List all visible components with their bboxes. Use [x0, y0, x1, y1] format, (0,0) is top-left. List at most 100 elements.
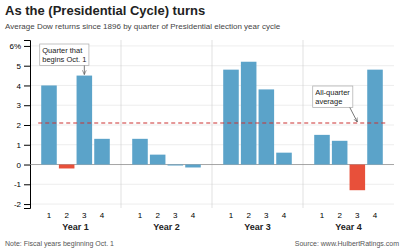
tick: 6%	[9, 42, 30, 51]
tick-label: 0	[17, 161, 22, 170]
x-axis: 1 2 3 4	[229, 208, 287, 220]
tick: 2	[337, 208, 342, 220]
tick-label: 4	[373, 211, 378, 220]
tick-label: -2	[14, 200, 22, 209]
annotation-box	[313, 86, 353, 108]
group-label: Year 3	[244, 222, 271, 232]
tick: 3	[17, 101, 30, 110]
group-tick: Year 3	[244, 222, 271, 232]
separator	[121, 40, 122, 208]
tick-label: 2	[155, 211, 160, 220]
tick: 2	[17, 121, 30, 130]
group-label: Year 1	[62, 222, 89, 232]
bar	[150, 155, 166, 165]
x-axis: 1 2 3 4	[138, 208, 196, 220]
tick: 1	[320, 208, 325, 220]
tick-mark	[24, 204, 30, 205]
annotation-box	[40, 44, 89, 66]
tick: 3	[355, 208, 360, 220]
annotation-text: Quarter thatbegins Oct. 1	[42, 46, 86, 64]
tick-label: 1	[229, 211, 234, 220]
x-axis: 1 2 3 4	[47, 208, 105, 220]
tick-mark	[24, 85, 30, 86]
tick: 4	[17, 82, 30, 91]
subtitle: Average Dow returns since 1896 by quarte…	[5, 22, 281, 31]
tick-label: 3	[355, 211, 360, 220]
group-label: Year 4	[335, 222, 362, 232]
source: Source: www.HulbertRatings.com	[295, 240, 399, 248]
tick: 4	[282, 208, 287, 220]
annotation: All-quarteraverage	[313, 86, 358, 122]
tick: 3	[173, 208, 178, 220]
tick-label: 1	[138, 211, 143, 220]
tick: 4	[191, 208, 196, 220]
tick-mark	[24, 184, 30, 185]
annotation-arrow	[84, 66, 85, 75]
plot: -2 -1 0 1 2 3 4 5 6% 1 2 3 4 1 2 3 4 1 2 3 4 1 2 3 4 Year 1 Year 2…	[9, 40, 394, 232]
bar	[41, 85, 57, 164]
bar	[223, 70, 239, 165]
tick-mark	[24, 105, 30, 106]
annotation: Quarter thatbegins Oct. 1	[40, 44, 89, 75]
tick-mark	[24, 66, 30, 67]
note: Note: Fiscal years beginning Oct. 1	[5, 240, 114, 248]
tick: 2	[155, 208, 160, 220]
reference-line	[38, 122, 386, 123]
tick: 3	[82, 208, 87, 220]
data	[30, 62, 394, 190]
bar	[185, 165, 201, 168]
bar	[132, 139, 148, 165]
title: As the (Presidential Cycle) turns	[5, 3, 205, 18]
separator	[212, 40, 213, 208]
tick-label: 1	[47, 211, 52, 220]
bar	[350, 165, 366, 191]
group-tick: Year 2	[153, 222, 180, 232]
tick-label: 4	[100, 211, 105, 220]
tick-label: 2	[246, 211, 251, 220]
tick-label: 1	[17, 141, 22, 150]
group-tick: Year 4	[335, 222, 362, 232]
group-label: Year 2	[153, 222, 180, 232]
tick: 1	[229, 208, 234, 220]
annotation-arrow	[350, 108, 358, 123]
tick-label: 3	[173, 211, 178, 220]
tick: 1	[47, 208, 52, 220]
bar	[276, 153, 292, 165]
tick-label: 3	[17, 101, 22, 110]
tick-mark	[24, 46, 30, 47]
bar	[259, 89, 275, 164]
bar	[241, 62, 257, 165]
tick-label: 2	[64, 211, 69, 220]
tick: 4	[373, 208, 378, 220]
tick-label: 3	[82, 211, 87, 220]
bar	[168, 164, 184, 166]
separators	[121, 40, 303, 208]
y-axis: -2 -1 0 1 2 3 4 5 6%	[9, 41, 30, 210]
tick-mark	[24, 145, 30, 146]
bar	[367, 70, 383, 165]
tick-label: 2	[337, 211, 342, 220]
tick: 2	[64, 208, 69, 220]
tick: -1	[14, 180, 30, 189]
chart: As the (Presidential Cycle) turns Average…	[0, 0, 404, 250]
bar	[59, 165, 75, 169]
tick-label: 4	[191, 211, 196, 220]
annotation-text: All-quarteraverage	[315, 88, 350, 106]
tick-mark	[24, 165, 30, 166]
bar	[94, 139, 110, 165]
tick-label: -1	[14, 180, 22, 189]
tick: -2	[14, 200, 30, 209]
tick-label: 6%	[9, 42, 21, 51]
tick-label: 1	[320, 211, 325, 220]
tick: 2	[246, 208, 251, 220]
group-tick: Year 1	[62, 222, 89, 232]
axis-line	[24, 41, 31, 209]
tick-label: 5	[17, 62, 22, 71]
tick: 5	[17, 62, 30, 71]
bar	[332, 141, 348, 165]
tick-label: 3	[264, 211, 269, 220]
tick: 0	[17, 161, 30, 170]
tick: 3	[264, 208, 269, 220]
bar	[77, 76, 93, 165]
bar	[314, 135, 330, 165]
